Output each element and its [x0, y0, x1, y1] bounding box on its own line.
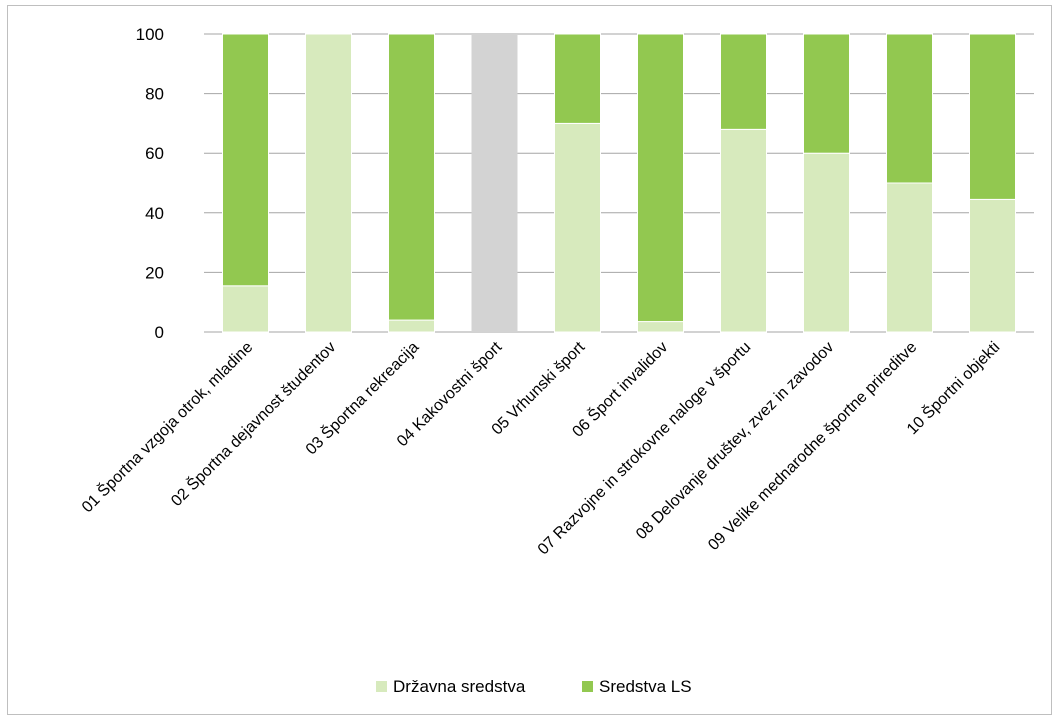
- y-tick-label: 100: [136, 25, 164, 44]
- category-label: 02 Športna dejavnost študentov: [167, 337, 340, 510]
- bar-segment-ls: [222, 33, 269, 287]
- legend-swatch-drzavna: [376, 681, 387, 692]
- legend-swatch-ls: [582, 681, 593, 692]
- bar-segment-ls: [969, 33, 1016, 200]
- bar-segment-drzavna: [886, 182, 933, 333]
- bar-segment-drzavna: [637, 321, 684, 333]
- bar-segment-ls: [554, 33, 601, 124]
- category-label: 01 Športna vzgoja otrok, mladine: [77, 337, 256, 516]
- stacked-bar-chart: 0 20 40 60 80 100 01 Športna vzgoja otrok, mla…: [77, 25, 1034, 696]
- bar-segment-drzavna: [222, 285, 269, 333]
- bar-segment-drzavna: [388, 319, 435, 333]
- y-tick-label: 80: [145, 85, 164, 104]
- y-tick-label: 60: [145, 144, 164, 163]
- bar-segment-drzavna: [305, 33, 352, 333]
- bar-segment-ls: [388, 33, 435, 321]
- legend-item-drzavna: Državna sredstva: [393, 677, 526, 696]
- chart-frame: 0 20 40 60 80 100 01 Športna vzgoja otrok, mla…: [7, 5, 1052, 715]
- bar-segment-ls: [886, 33, 933, 184]
- y-tick-label: 40: [145, 204, 164, 223]
- y-tick-label: 0: [155, 323, 164, 342]
- bar-segment-ls: [803, 33, 850, 154]
- bar-segment-drzavna: [720, 128, 767, 333]
- bar-segment-drzavna: [554, 122, 601, 333]
- bar-segment-drzavna: [969, 198, 1016, 333]
- y-tick-label: 20: [145, 263, 164, 282]
- legend-item-ls: Sredstva LS: [599, 677, 692, 696]
- bar-segment-other: [471, 34, 518, 332]
- bar-segment-drzavna: [803, 152, 850, 333]
- bar-segment-ls: [720, 33, 767, 130]
- bar-segment-ls: [637, 33, 684, 323]
